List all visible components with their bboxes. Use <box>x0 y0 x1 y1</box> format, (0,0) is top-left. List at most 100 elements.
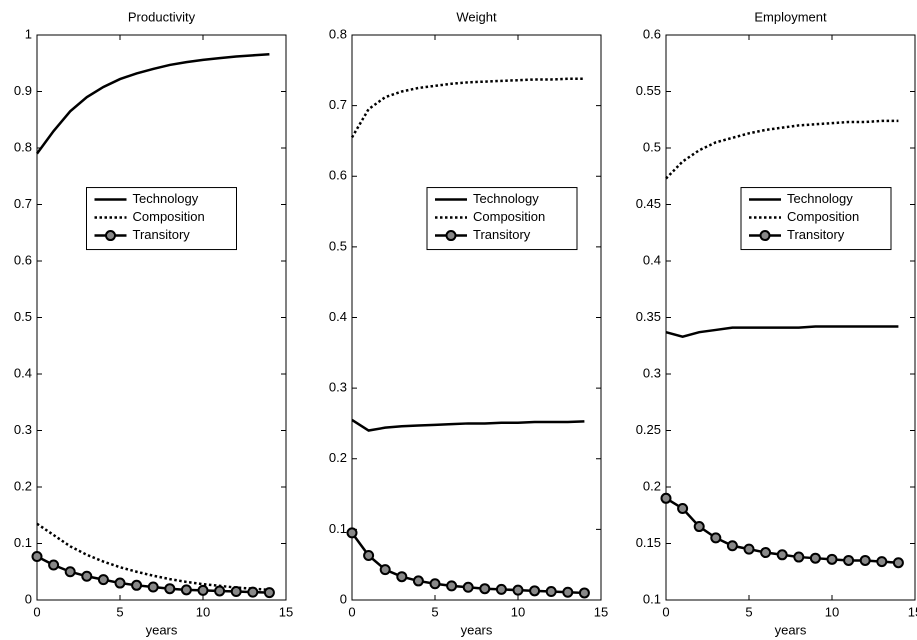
marker <box>545 586 557 598</box>
marker <box>446 580 458 592</box>
marker <box>743 543 755 555</box>
marker <box>164 583 176 595</box>
y-tick-label: 0.45 <box>636 196 661 211</box>
x-tick-label: 5 <box>431 604 438 619</box>
y-tick-label: 0.4 <box>643 252 661 267</box>
x-axis-label: years <box>775 622 807 637</box>
marker <box>826 553 838 565</box>
marker <box>180 584 192 596</box>
marker <box>81 570 93 582</box>
marker <box>114 577 126 589</box>
marker <box>876 556 888 568</box>
legend-label: Technology <box>787 191 853 206</box>
subplot: Productivity 0 0.1 0.2 0.3 0.4 0.5 0.6 0.7 0.8 0.9… <box>14 9 293 637</box>
series-line <box>36 522 270 592</box>
marker <box>529 585 541 597</box>
y-tick-label: 0.2 <box>329 450 347 465</box>
marker <box>379 564 391 576</box>
marker <box>693 521 705 533</box>
legend-label: Composition <box>133 209 205 224</box>
marker <box>677 502 689 514</box>
x-axis-label: years <box>146 622 178 637</box>
axes-frame <box>36 34 287 601</box>
y-tick-label: 0.6 <box>14 252 32 267</box>
series-line <box>665 325 899 339</box>
marker <box>197 584 209 596</box>
x-tick-label: 0 <box>348 604 355 619</box>
marker <box>760 547 772 559</box>
y-tick-label: 0.3 <box>329 380 347 395</box>
x-tick-label: 10 <box>511 604 525 619</box>
marker <box>726 540 738 552</box>
marker <box>479 583 491 595</box>
y-tick-label: 0 <box>340 591 347 606</box>
series-line <box>350 77 585 139</box>
y-tick-label: 0.35 <box>636 309 661 324</box>
marker <box>776 549 788 561</box>
marker <box>31 550 43 562</box>
x-axis-label: years <box>461 622 493 637</box>
y-tick-label: 0.7 <box>329 97 347 112</box>
marker <box>462 581 474 593</box>
marker <box>843 554 855 566</box>
y-tick-label: 0.1 <box>329 521 347 536</box>
marker <box>147 581 159 593</box>
marker <box>660 492 672 504</box>
x-tick-label: 15 <box>594 604 608 619</box>
y-tick-label: 0.5 <box>643 139 661 154</box>
marker <box>892 557 904 569</box>
y-tick-label: 0.2 <box>643 478 661 493</box>
legend-label: Transitory <box>787 227 845 242</box>
y-tick-label: 0.7 <box>14 196 32 211</box>
y-tick-label: 0.55 <box>636 83 661 98</box>
marker <box>97 574 109 586</box>
x-tick-label: 15 <box>908 604 917 619</box>
marker <box>495 583 507 595</box>
marker <box>247 586 259 598</box>
y-tick-label: 0.9 <box>14 83 32 98</box>
y-tick-label: 0.8 <box>329 26 347 41</box>
marker <box>578 587 590 599</box>
marker <box>346 527 358 539</box>
legend-label: Composition <box>787 209 859 224</box>
y-tick-label: 0.8 <box>14 139 32 154</box>
x-tick-label: 0 <box>662 604 669 619</box>
y-tick-label: 0.5 <box>329 238 347 253</box>
marker <box>363 550 375 562</box>
marker <box>64 566 76 578</box>
marker <box>263 587 275 599</box>
x-tick-label: 10 <box>196 604 210 619</box>
legend: Technology Composition Transitory <box>426 187 578 251</box>
y-tick-label: 0.15 <box>636 535 661 550</box>
marker <box>859 554 871 566</box>
y-tick-label: 0.4 <box>329 309 347 324</box>
y-tick-label: 1 <box>25 26 32 41</box>
marker <box>396 571 408 583</box>
series-line <box>351 418 585 432</box>
legend-marker <box>105 230 116 242</box>
legend: Technology Composition Transitory <box>86 187 237 251</box>
y-tick-label: 0.1 <box>14 535 32 550</box>
marker <box>429 578 441 590</box>
y-tick-label: 0.4 <box>14 365 32 380</box>
y-tick-label: 0.3 <box>643 365 661 380</box>
axes-frame <box>351 34 602 601</box>
marker <box>710 532 722 544</box>
y-tick-label: 0.6 <box>329 168 347 183</box>
x-tick-label: 5 <box>745 604 752 619</box>
x-tick-label: 10 <box>825 604 839 619</box>
legend-label: Transitory <box>133 227 191 242</box>
x-tick-label: 5 <box>116 604 123 619</box>
marker <box>793 551 805 563</box>
legend: Technology Composition Transitory <box>740 187 892 251</box>
marker <box>48 559 60 571</box>
marker <box>512 584 524 596</box>
marker <box>131 579 143 591</box>
marker <box>562 586 574 598</box>
subplot: Weight 0 0.1 0.2 0.3 0.4 0.5 0.6 0.7 0.8 0 5 10 15 yea… <box>329 9 608 637</box>
y-tick-label: 0.5 <box>14 309 32 324</box>
legend-label: Transitory <box>473 227 531 242</box>
y-tick-label: 0 <box>25 591 32 606</box>
x-tick-label: 15 <box>279 604 293 619</box>
